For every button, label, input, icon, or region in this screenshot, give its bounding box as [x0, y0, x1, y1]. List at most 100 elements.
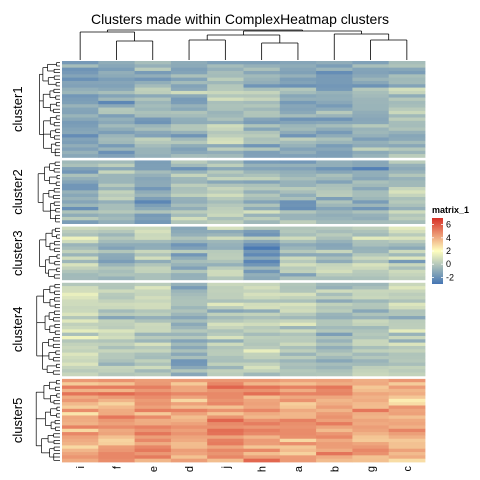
heatmap-cell [170, 292, 208, 297]
heatmap-cell [207, 84, 244, 88]
heatmap-cell [352, 206, 390, 211]
heatmap-cell [316, 249, 353, 254]
heatmap-cell [243, 173, 281, 178]
heatmap-cell [98, 302, 135, 307]
heatmap-cell [388, 425, 426, 430]
heatmap-cell [316, 445, 353, 450]
heatmap-cell [98, 233, 135, 237]
heatmap-cell [352, 422, 390, 426]
heatmap-cell [170, 455, 208, 460]
heatmap-cell [62, 196, 99, 201]
heatmap-cell [170, 94, 208, 98]
heatmap-cell [279, 442, 317, 446]
heatmap-cell [62, 90, 99, 95]
heatmap-cell [98, 339, 135, 344]
heatmap-cell [243, 352, 281, 357]
heatmap-cell [134, 84, 172, 88]
heatmap-cell [316, 130, 353, 135]
heatmap-cell [352, 104, 390, 108]
heatmap-cell [352, 405, 390, 410]
heatmap-cell [207, 335, 244, 340]
heatmap-cell [170, 90, 208, 95]
heatmap-cell [316, 180, 353, 185]
heatmap-cell [279, 160, 317, 165]
heatmap-cell [62, 253, 99, 257]
heatmap-cell [62, 213, 99, 218]
heatmap-cell [207, 296, 244, 300]
heatmap-cell [170, 355, 208, 360]
heatmap-cell [170, 74, 208, 79]
heatmap-cell [316, 100, 353, 105]
heatmap-cell [388, 80, 426, 85]
heatmap-cell [388, 110, 426, 115]
heatmap-cell [279, 395, 317, 400]
heatmap-cell [316, 276, 353, 281]
heatmap-cell [62, 282, 99, 287]
heatmap-cell [243, 110, 281, 115]
heatmap-cell [279, 196, 317, 201]
heatmap-cell [316, 120, 353, 125]
heatmap-cell [352, 395, 390, 400]
heatmap-cell [352, 296, 390, 300]
heatmap-cell [388, 64, 426, 69]
heatmap-cell [98, 134, 135, 138]
heatmap-cell [279, 282, 317, 287]
heatmap-cell [62, 388, 99, 393]
heatmap-cell [352, 276, 390, 281]
heatmap-cell [98, 170, 135, 175]
heatmap-cell [279, 369, 317, 373]
heatmap-cell [352, 210, 390, 215]
heatmap-cell [98, 97, 135, 102]
heatmap-cell [170, 276, 208, 281]
heatmap-cell [98, 180, 135, 185]
heatmap-cell [243, 177, 281, 181]
heatmap-cell [207, 282, 244, 287]
heatmap-cell [388, 229, 426, 234]
heatmap-cell [134, 369, 172, 373]
heatmap-cell [134, 193, 172, 198]
heatmap-cell [243, 180, 281, 185]
heatmap-cell [388, 120, 426, 125]
heatmap-cell [279, 349, 317, 353]
heatmap-cell [279, 173, 317, 178]
heatmap-cell [352, 117, 390, 122]
heatmap-cell [388, 77, 426, 82]
heatmap-cell [388, 210, 426, 215]
heatmap-cell [316, 448, 353, 453]
heatmap-cell [316, 134, 353, 138]
heatmap-cell [352, 183, 390, 188]
heatmap-cell [207, 448, 244, 453]
heatmap-cell [98, 90, 135, 95]
heatmap-cell [388, 206, 426, 211]
heatmap-cell [134, 110, 172, 115]
heatmap-cell [243, 422, 281, 426]
heatmap-cell [279, 402, 317, 406]
heatmap-cell [388, 369, 426, 373]
heatmap-cell [170, 167, 208, 171]
heatmap-cell [243, 120, 281, 125]
heatmap-cell [243, 289, 281, 294]
heatmap-cell [352, 187, 390, 191]
heatmap-cell [352, 61, 390, 65]
heatmap-cell [316, 107, 353, 112]
heatmap-cell [352, 415, 390, 420]
heatmap-cell [170, 418, 208, 423]
heatmap-cell [279, 435, 317, 440]
heatmap-cell [352, 203, 390, 208]
heatmap-cell [62, 392, 99, 396]
heatmap-cell [279, 127, 317, 132]
heatmap-cell [243, 442, 281, 446]
heatmap-cell [388, 452, 426, 456]
heatmap-cell [207, 239, 244, 244]
heatmap-cell [98, 200, 135, 205]
heatmap-cell [316, 137, 353, 142]
heatmap-cell [316, 74, 353, 79]
heatmap-cell [98, 150, 135, 155]
heatmap-cell [388, 154, 426, 158]
heatmap-cell [243, 193, 281, 198]
heatmap-cell [243, 77, 281, 82]
heatmap-cell [388, 74, 426, 79]
column-label-i: i [75, 466, 87, 468]
heatmap-cell [243, 97, 281, 102]
heatmap-cell [62, 266, 99, 271]
